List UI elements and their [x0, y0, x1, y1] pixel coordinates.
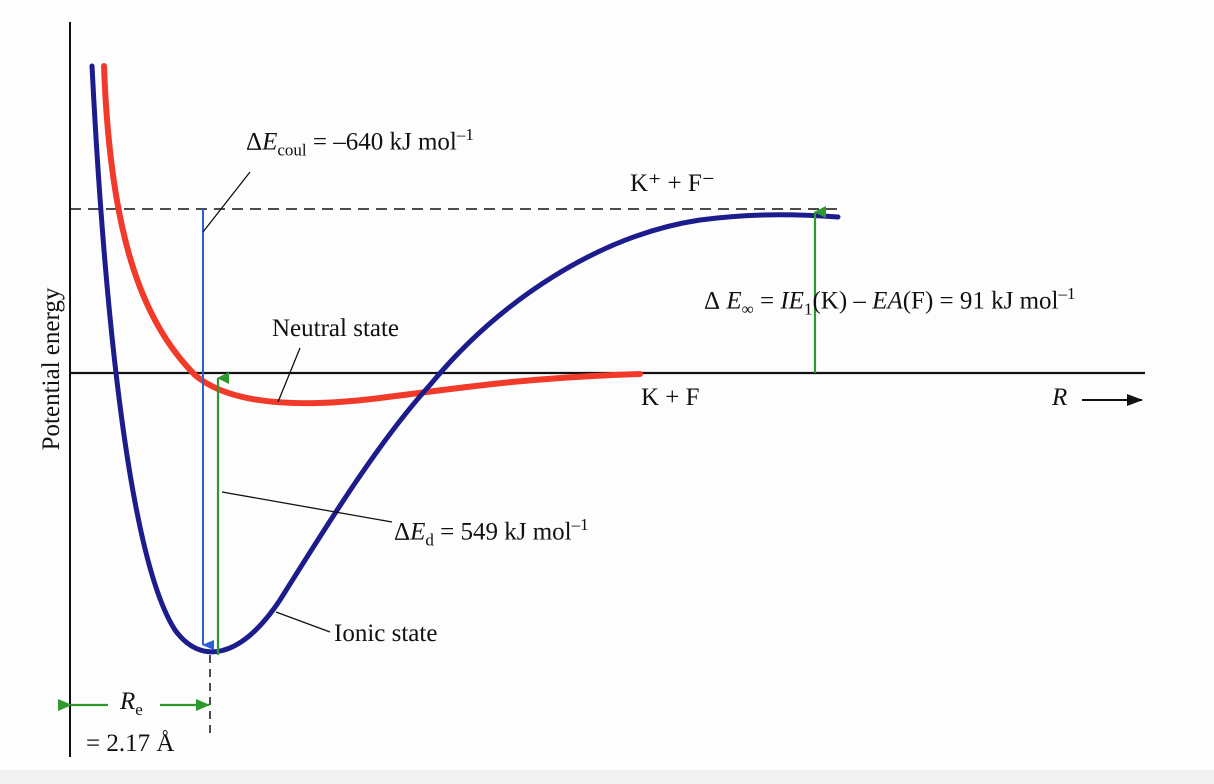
- neutral-state-label: Neutral state: [272, 315, 400, 342]
- delta-e-infinity-label: Δ E∞ = IE1(K) – EA(F) = 91 kJ mol–1: [704, 284, 1076, 319]
- bottom-strip: [0, 770, 1214, 784]
- neutral-limit-label: K + F: [641, 384, 700, 411]
- dissociation-leader-line: [221, 491, 393, 523]
- re-value-label: = 2.17 Å: [86, 730, 175, 757]
- coulomb-leader-line: [202, 171, 251, 233]
- neutral-state-curve: [101, 63, 643, 407]
- neutral-leader-line: [277, 347, 301, 403]
- y-axis-label: Potential energy: [38, 287, 65, 451]
- ionic-state-curve: [89, 63, 841, 655]
- coulomb-energy-label: ΔEcoul = –640 kJ mol–1: [246, 125, 474, 160]
- dissociation-energy-label: ΔEd = 549 kJ mol–1: [394, 515, 589, 550]
- ionic-state-label: Ionic state: [334, 620, 438, 647]
- ionic-leader-line: [275, 611, 331, 633]
- ionic-limit-label: K⁺ + F⁻: [630, 170, 715, 197]
- re-symbol-label: Re: [120, 688, 143, 719]
- x-axis-label: R: [1052, 384, 1068, 411]
